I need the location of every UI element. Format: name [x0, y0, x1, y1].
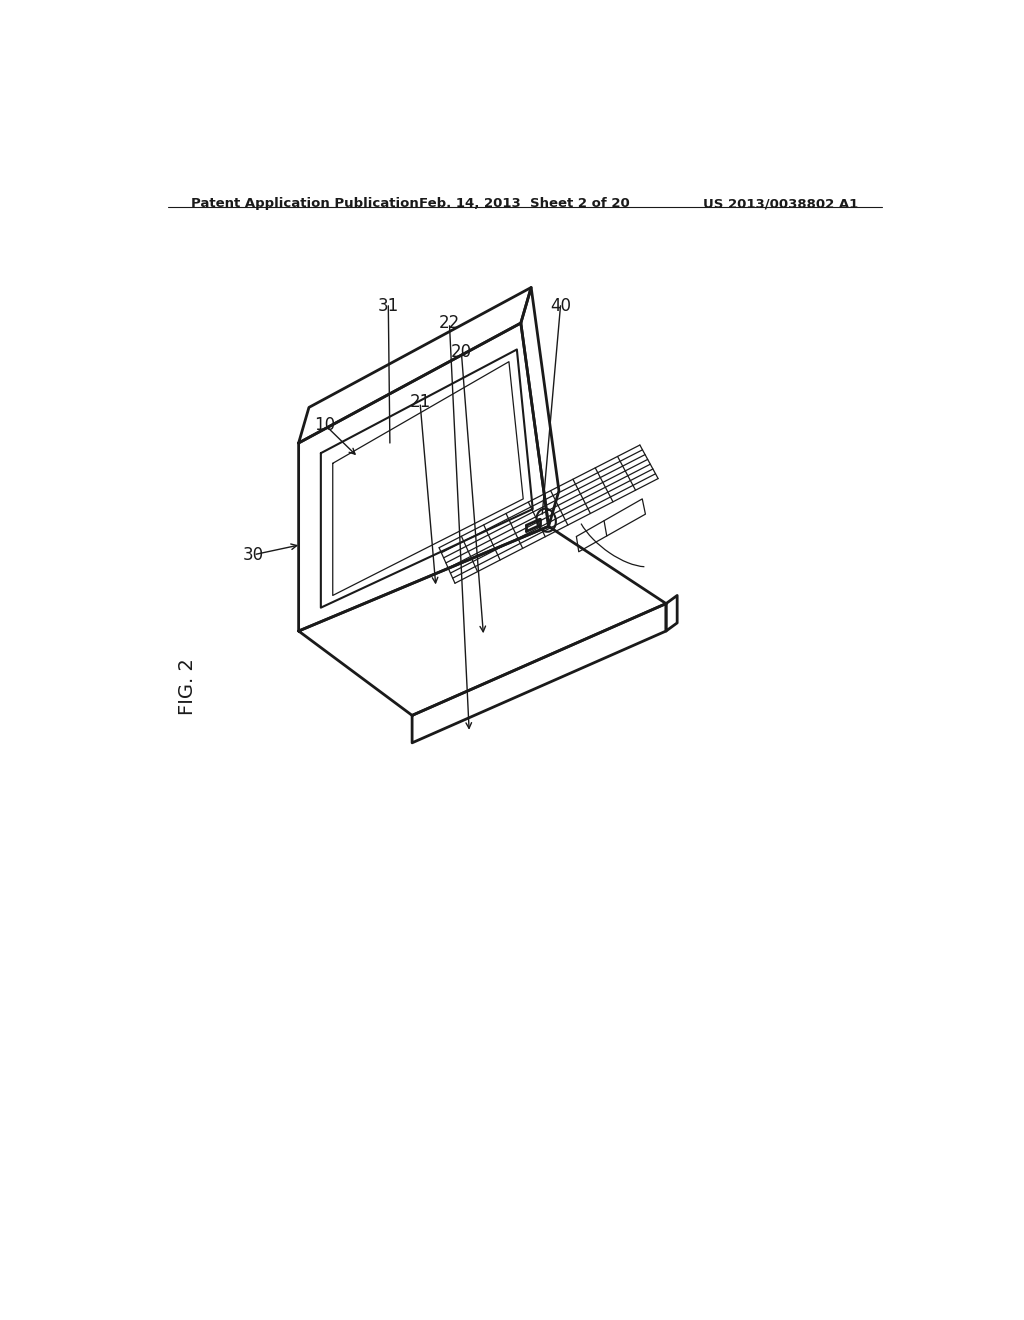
- Text: 31: 31: [378, 297, 399, 314]
- Text: Patent Application Publication: Patent Application Publication: [191, 197, 419, 210]
- Text: 10: 10: [314, 416, 336, 434]
- Text: 21: 21: [410, 393, 431, 412]
- Text: 20: 20: [451, 342, 472, 360]
- Text: Feb. 14, 2013  Sheet 2 of 20: Feb. 14, 2013 Sheet 2 of 20: [420, 197, 630, 210]
- Text: FIG. 2: FIG. 2: [178, 659, 197, 715]
- Text: US 2013/0038802 A1: US 2013/0038802 A1: [702, 197, 858, 210]
- Text: 30: 30: [243, 545, 264, 564]
- Text: 40: 40: [550, 297, 571, 314]
- Text: 22: 22: [438, 314, 460, 333]
